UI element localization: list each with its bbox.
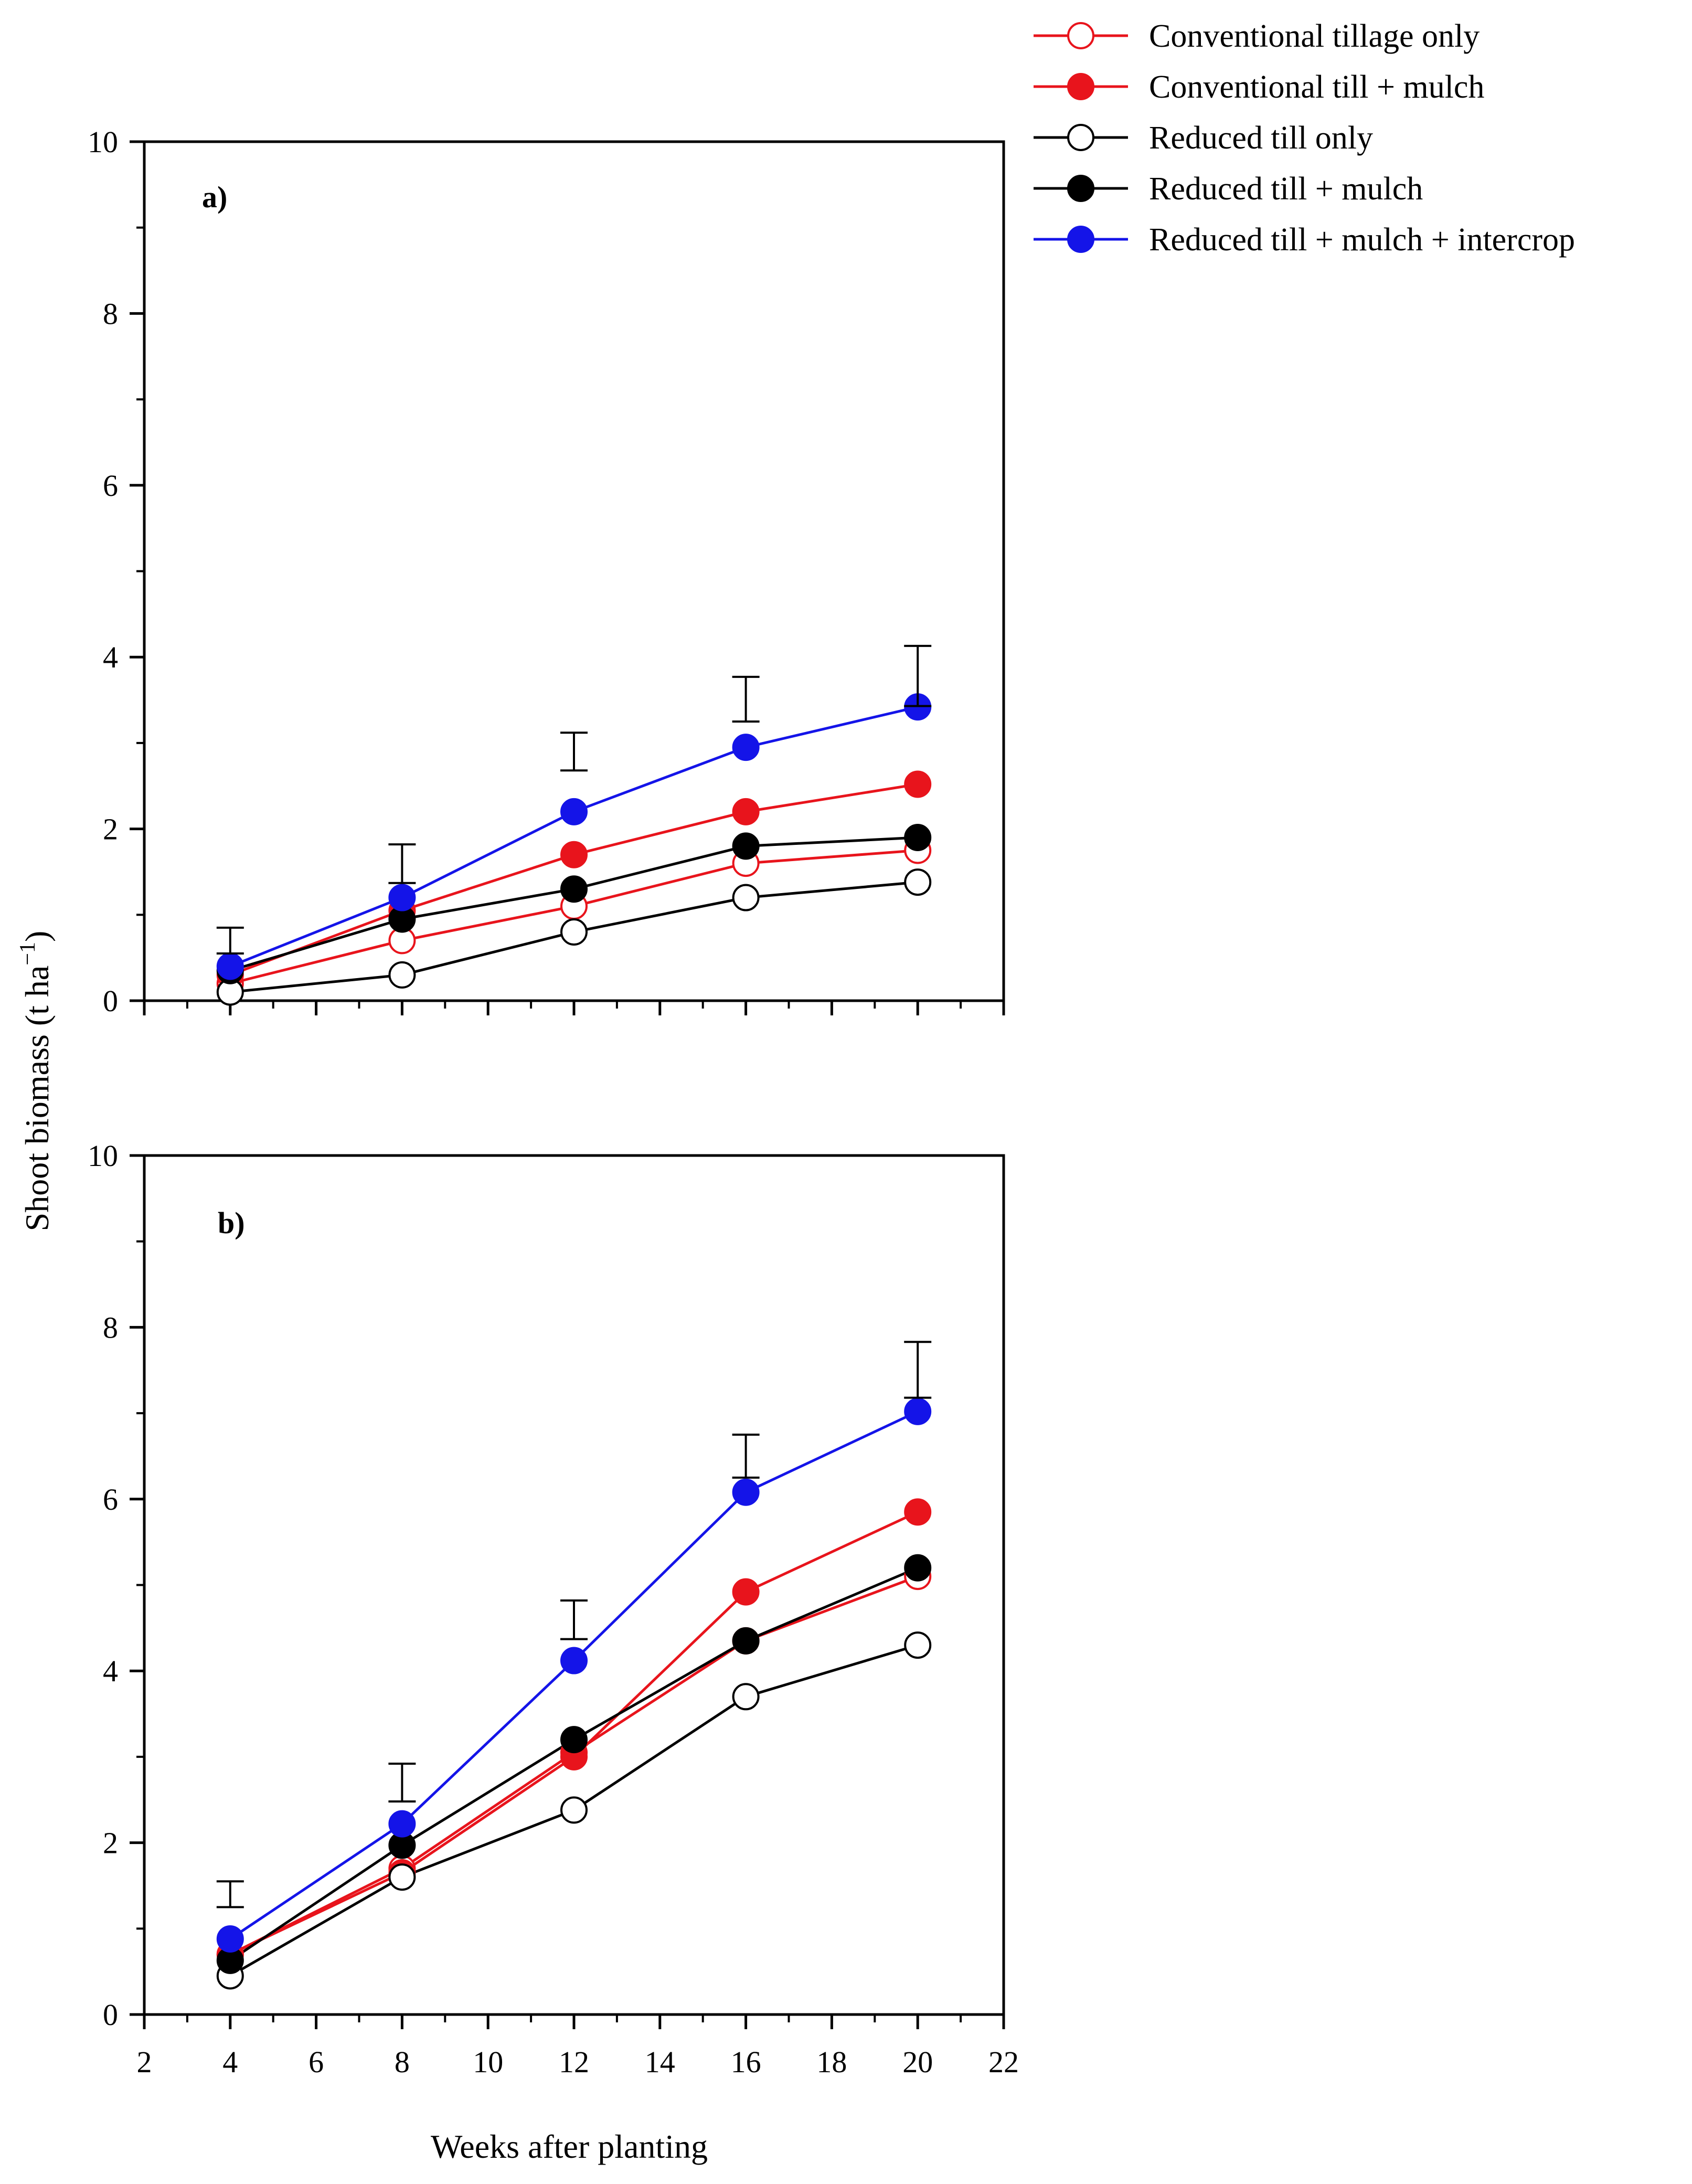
panel-a-series bbox=[216, 693, 932, 1006]
panel-a-y-tick-label-6: 6 bbox=[103, 469, 118, 503]
panel-b-series bbox=[216, 1397, 932, 1990]
panel-b-point-reduced-till-mulch-16 bbox=[732, 1627, 760, 1655]
panel-b-point-reduced-till-only-20 bbox=[904, 1631, 932, 1659]
panel-b-x-tick-label-22: 22 bbox=[988, 2045, 1019, 2079]
panel-b-x-tick-label-12: 12 bbox=[559, 2045, 589, 2079]
panel-a-point-reduced-till-mulch-intercrop-12 bbox=[560, 798, 588, 825]
panel-b-y-tick-label-8: 8 bbox=[103, 1310, 118, 1344]
panel-b-x-tick-label-10: 10 bbox=[473, 2045, 503, 2079]
panel-a-point-reduced-till-mulch-12 bbox=[560, 875, 588, 903]
panel-a-point-conventional-till-mulch-12 bbox=[560, 841, 588, 868]
y-axis-title-close: ) bbox=[18, 931, 56, 942]
panel-b-point-reduced-till-only-12 bbox=[560, 1796, 588, 1824]
panel-b-x-tick-label-2: 2 bbox=[137, 2045, 152, 2079]
y-axis-title-main: Shoot biomass (t ha bbox=[18, 966, 56, 1232]
panel-b-x-tick-label-8: 8 bbox=[395, 2045, 410, 2079]
panel-b-point-reduced-till-only-16 bbox=[732, 1683, 760, 1711]
panel-b-x-tick-label-6: 6 bbox=[308, 2045, 324, 2079]
panel-a-y-tick-label-4: 4 bbox=[103, 640, 118, 674]
y-axis-title-superscript: −1 bbox=[16, 942, 40, 966]
y-axis-title: Shoot biomass (t ha−1) bbox=[16, 931, 56, 1232]
legend-label-reduced-till-mulch-intercrop: Reduced till + mulch + intercrop bbox=[1149, 222, 1575, 258]
legend-label-conventional-till-mulch: Conventional till + mulch bbox=[1149, 69, 1484, 105]
panel-b-x-tick-label-14: 14 bbox=[645, 2045, 675, 2079]
panel-a: 0 2 4 6 8 10 a) bbox=[88, 125, 1005, 1018]
panel-b-x-tick-label-20: 20 bbox=[902, 2045, 933, 2079]
panel-a-y-tick-label-2: 2 bbox=[103, 812, 118, 846]
panel-b-point-conventional-till-mulch-20 bbox=[904, 1498, 932, 1526]
panel-a-point-conventional-till-mulch-16 bbox=[732, 798, 760, 825]
panel-b-x-tick-label-16: 16 bbox=[731, 2045, 761, 2079]
legend-marker-conventional-tillage-only bbox=[1067, 22, 1094, 49]
panel-b-error-bars bbox=[216, 1341, 932, 1909]
panel-b-label: b) bbox=[218, 1206, 245, 1240]
panel-a-point-conventional-till-mulch-20 bbox=[904, 770, 932, 798]
panel-b-x-tick-label-18: 18 bbox=[816, 2045, 847, 2079]
panel-b-x-axis: 2 4 6 8 10 12 14 16 18 20 22 bbox=[137, 2015, 1019, 2079]
legend-marker-conventional-till-mulch bbox=[1067, 73, 1094, 100]
panel-a-error-bars bbox=[216, 644, 932, 955]
panel-b-y-tick-label-4: 4 bbox=[103, 1654, 118, 1688]
panel-a-point-reduced-till-mulch-20 bbox=[904, 823, 932, 851]
legend: Conventional tillage only Conventional ti… bbox=[1034, 18, 1575, 258]
panel-b-point-reduced-till-mulch-12 bbox=[560, 1726, 588, 1754]
panel-b-point-reduced-till-only-8 bbox=[388, 1863, 416, 1891]
legend-label-reduced-till-only: Reduced till only bbox=[1149, 120, 1373, 156]
x-axis-title: Weeks after planting bbox=[431, 2128, 708, 2165]
panel-b-point-reduced-till-mulch-intercrop-16 bbox=[732, 1478, 760, 1506]
panel-b-y-axis: 0 2 4 6 8 10 bbox=[88, 1139, 144, 2032]
panel-b-point-reduced-till-mulch-intercrop-8 bbox=[388, 1810, 416, 1838]
panel-a-frame bbox=[143, 140, 1005, 1002]
panel-a-point-reduced-till-mulch-intercrop-8 bbox=[388, 884, 416, 911]
panel-b-y-tick-label-0: 0 bbox=[103, 1998, 118, 2032]
panel-a-y-tick-label-8: 8 bbox=[103, 296, 118, 331]
legend-marker-reduced-till-only bbox=[1067, 124, 1094, 151]
panel-a-y-axis: 0 2 4 6 8 10 bbox=[88, 125, 144, 1018]
panel-b-point-reduced-till-mulch-intercrop-20 bbox=[904, 1397, 932, 1425]
panel-a-point-reduced-till-only-8 bbox=[388, 961, 416, 989]
panel-a-point-reduced-till-mulch-intercrop-4 bbox=[216, 952, 244, 980]
panel-a-y-tick-label-10: 10 bbox=[88, 125, 118, 159]
legend-marker-reduced-till-mulch-intercrop bbox=[1067, 226, 1094, 253]
panel-a-point-reduced-till-only-20 bbox=[904, 868, 932, 896]
panel-a-point-reduced-till-only-16 bbox=[732, 884, 760, 911]
panel-b-y-tick-label-2: 2 bbox=[103, 1826, 118, 1860]
panel-b-point-reduced-till-mulch-intercrop-12 bbox=[560, 1647, 588, 1674]
panel-b-y-tick-label-6: 6 bbox=[103, 1482, 118, 1517]
panel-a-point-reduced-till-mulch-intercrop-16 bbox=[732, 734, 760, 761]
panel-b-x-tick-label-4: 4 bbox=[222, 2045, 238, 2079]
panel-a-point-reduced-till-only-12 bbox=[560, 918, 588, 946]
panel-b-y-tick-label-10: 10 bbox=[88, 1139, 118, 1173]
panel-a-x-axis bbox=[143, 1001, 1005, 1015]
panel-a-label: a) bbox=[202, 180, 227, 214]
panel-a-y-tick-label-0: 0 bbox=[103, 984, 118, 1018]
panel-a-point-reduced-till-mulch-16 bbox=[732, 832, 760, 860]
legend-label-conventional-tillage-only: Conventional tillage only bbox=[1149, 18, 1480, 54]
panel-b-point-reduced-till-mulch-intercrop-4 bbox=[216, 1925, 244, 1953]
legend-label-reduced-till-mulch: Reduced till + mulch bbox=[1149, 171, 1423, 207]
panel-b-point-reduced-till-mulch-20 bbox=[904, 1554, 932, 1582]
panel-b-point-conventional-till-mulch-16 bbox=[732, 1578, 760, 1606]
legend-marker-reduced-till-mulch bbox=[1067, 175, 1094, 202]
